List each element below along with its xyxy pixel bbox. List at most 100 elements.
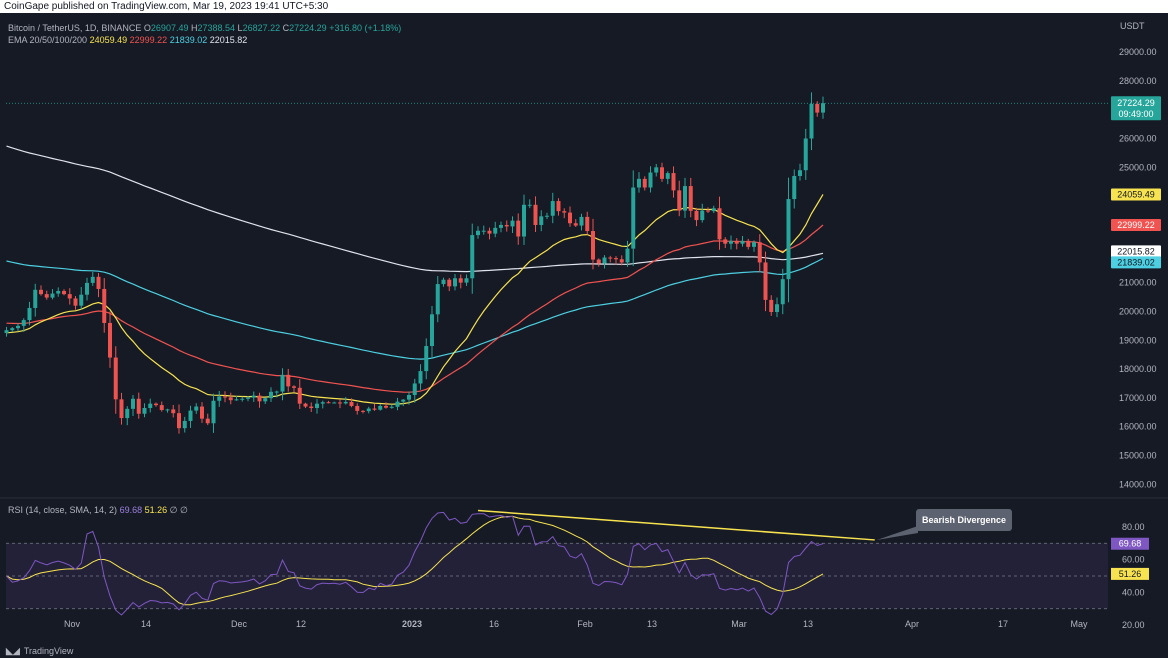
candle-body[interactable] [740,240,745,244]
candle-body[interactable] [504,224,509,227]
candle-body[interactable] [257,395,262,402]
candle-body[interactable] [234,399,239,401]
candle-body[interactable] [56,290,61,294]
candle-body[interactable] [786,199,791,280]
candle-body[interactable] [142,407,147,414]
candle-body[interactable] [470,235,475,279]
candle-body[interactable] [631,187,636,249]
candle-body[interactable] [246,397,250,399]
candle-body[interactable] [67,294,72,299]
footer-brand[interactable]: TradingView [23,646,74,656]
candle-body[interactable] [263,398,268,402]
candle-body[interactable] [217,396,222,401]
candle-body[interactable] [746,240,751,247]
candle-body[interactable] [677,190,682,211]
candle-body[interactable] [458,278,463,283]
candle-body[interactable] [326,402,331,404]
candle-body[interactable] [809,103,814,139]
candle-body[interactable] [33,289,38,308]
candle-body[interactable] [366,408,371,412]
chart-frame[interactable]: 14000.00 15000.00 16000.00 17000.00 18000.00… [0,13,1168,645]
candle-body[interactable] [102,288,107,323]
candle-body[interactable] [280,374,285,392]
candle-body[interactable] [50,293,55,298]
candle-body[interactable] [821,103,825,113]
candle-body[interactable] [481,230,486,232]
candle-body[interactable] [418,371,423,384]
candle-body[interactable] [292,386,296,388]
candle-body[interactable] [775,304,779,313]
candle-body[interactable] [562,211,567,213]
candle-body[interactable] [338,402,342,404]
candle-body[interactable] [625,248,630,263]
candle-body[interactable] [320,402,325,404]
candle-body[interactable] [297,387,302,404]
candle-body[interactable] [188,410,193,421]
candle-body[interactable] [372,408,377,410]
candle-body[interactable] [499,224,503,228]
candle-body[interactable] [79,294,84,306]
candle-body[interactable] [384,405,388,408]
candle-body[interactable] [154,403,158,406]
candle-body[interactable] [73,298,78,306]
candle-body[interactable] [378,405,383,410]
candle-body[interactable] [648,172,653,188]
candle-body[interactable] [44,294,49,298]
candle-body[interactable] [159,405,164,410]
candle-body[interactable] [717,208,722,240]
candle-body[interactable] [510,220,515,227]
candle-body[interactable] [395,401,400,407]
candle-body[interactable] [522,204,526,237]
candle-body[interactable] [596,259,601,264]
candle-body[interactable] [671,173,676,191]
candle-body[interactable] [763,262,768,300]
chart-canvas[interactable]: 14000.00 15000.00 16000.00 17000.00 18000.00… [0,13,1168,645]
candle-body[interactable] [527,204,532,206]
candle-body[interactable] [125,408,130,419]
candle-body[interactable] [228,397,233,401]
candle-body[interactable] [700,210,705,221]
candle-body[interactable] [637,178,641,188]
candle-body[interactable] [585,216,590,232]
candle-body[interactable] [389,406,394,408]
candle-body[interactable] [815,103,820,113]
candle-body[interactable] [10,328,15,331]
candle-body[interactable] [401,399,406,402]
candle-body[interactable] [453,278,457,287]
candle-body[interactable] [435,284,440,315]
candle-body[interactable] [591,231,595,260]
candle-body[interactable] [165,409,170,411]
candle-body[interactable] [194,406,199,411]
candle-body[interactable] [62,290,66,295]
candle-body[interactable] [550,201,555,216]
candle-body[interactable] [757,242,762,263]
candle-body[interactable] [619,259,624,263]
candle-body[interactable] [171,409,176,414]
candle-body[interactable] [309,406,314,408]
candle-body[interactable] [119,399,124,419]
candle-body[interactable] [556,201,561,212]
candle-body[interactable] [734,240,739,244]
candle-body[interactable] [211,400,216,424]
candle-body[interactable] [723,239,728,244]
candle-body[interactable] [476,230,480,236]
candle-body[interactable] [251,395,256,398]
candle-body[interactable] [39,289,43,295]
candle-body[interactable] [642,178,647,188]
candle-body[interactable] [539,216,544,225]
candle-body[interactable] [223,396,227,398]
candle-body[interactable] [780,279,785,305]
candle-body[interactable] [355,405,360,411]
candle-body[interactable] [568,212,572,224]
candle-body[interactable] [182,420,187,429]
candle-body[interactable] [240,398,245,400]
candle-body[interactable] [315,403,319,408]
candle-body[interactable] [729,240,733,244]
candle-body[interactable] [608,257,613,259]
candle-body[interactable] [706,210,710,212]
candle-body[interactable] [602,257,607,264]
candle-body[interactable] [798,170,802,176]
candle-body[interactable] [683,186,687,211]
candle-body[interactable] [303,403,308,407]
candle-body[interactable] [4,330,9,334]
